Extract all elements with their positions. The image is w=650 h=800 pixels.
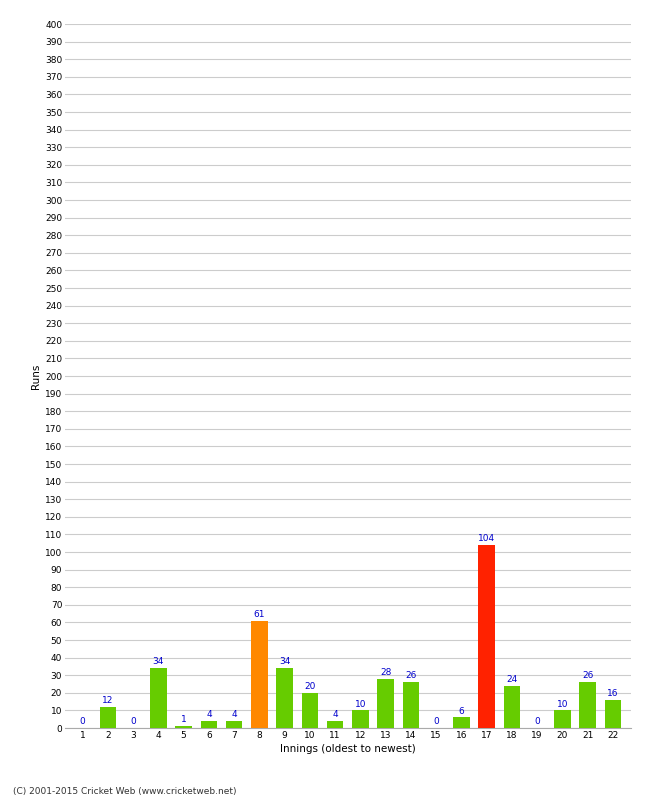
Bar xyxy=(378,678,394,728)
Text: (C) 2001-2015 Cricket Web (www.cricketweb.net): (C) 2001-2015 Cricket Web (www.cricketwe… xyxy=(13,787,237,796)
Bar xyxy=(327,721,343,728)
Text: 28: 28 xyxy=(380,668,391,677)
Bar xyxy=(478,545,495,728)
Text: 1: 1 xyxy=(181,715,187,725)
Text: 34: 34 xyxy=(279,658,291,666)
Text: 0: 0 xyxy=(434,718,439,726)
Text: 24: 24 xyxy=(506,675,517,684)
Bar xyxy=(201,721,217,728)
Text: 34: 34 xyxy=(153,658,164,666)
Text: 26: 26 xyxy=(582,671,593,681)
Bar xyxy=(604,700,621,728)
Bar xyxy=(251,621,268,728)
Text: 4: 4 xyxy=(332,710,338,719)
Text: 26: 26 xyxy=(405,671,417,681)
Text: 0: 0 xyxy=(534,718,540,726)
Bar xyxy=(150,668,166,728)
Bar xyxy=(579,682,596,728)
Text: 104: 104 xyxy=(478,534,495,543)
Bar xyxy=(504,686,520,728)
Bar xyxy=(554,710,571,728)
Text: 4: 4 xyxy=(231,710,237,719)
Text: 6: 6 xyxy=(458,706,464,716)
Bar xyxy=(453,718,469,728)
Bar xyxy=(99,707,116,728)
Text: 12: 12 xyxy=(102,696,114,705)
Bar xyxy=(176,726,192,728)
Text: 20: 20 xyxy=(304,682,315,691)
Bar xyxy=(276,668,293,728)
Bar xyxy=(302,693,318,728)
Text: 0: 0 xyxy=(80,718,86,726)
Text: 4: 4 xyxy=(206,710,212,719)
Text: 0: 0 xyxy=(130,718,136,726)
Text: 10: 10 xyxy=(355,700,366,709)
Text: 16: 16 xyxy=(607,689,619,698)
Text: 10: 10 xyxy=(556,700,568,709)
Bar xyxy=(352,710,369,728)
X-axis label: Innings (oldest to newest): Innings (oldest to newest) xyxy=(280,744,415,754)
Y-axis label: Runs: Runs xyxy=(31,363,41,389)
Text: 61: 61 xyxy=(254,610,265,619)
Bar xyxy=(226,721,242,728)
Bar xyxy=(402,682,419,728)
